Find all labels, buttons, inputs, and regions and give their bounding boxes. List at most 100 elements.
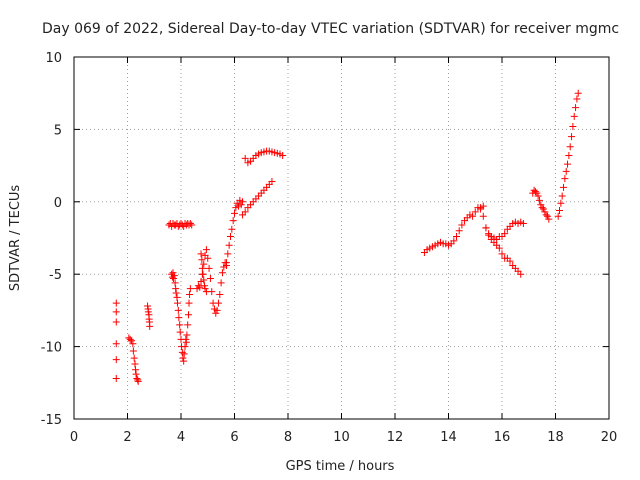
series-seg_3.7 xyxy=(168,269,194,365)
data-point xyxy=(112,318,120,326)
x-tick-label: 14 xyxy=(440,430,457,445)
data-point xyxy=(545,215,553,223)
data-point xyxy=(214,299,222,307)
data-point xyxy=(134,377,142,385)
x-tick-label: 20 xyxy=(601,430,618,445)
data-point xyxy=(132,366,140,374)
data-point xyxy=(450,237,458,245)
data-point xyxy=(170,272,178,280)
data-point xyxy=(565,151,573,159)
data-point xyxy=(213,306,221,314)
data-point xyxy=(112,299,120,307)
data-point xyxy=(133,374,141,382)
data-point xyxy=(185,299,193,307)
data-point xyxy=(112,340,120,348)
data-point xyxy=(198,264,206,272)
data-point xyxy=(471,208,479,216)
data-point xyxy=(495,244,503,252)
chart-title: Day 069 of 2022, Sidereal Day-to-day VTE… xyxy=(42,21,619,37)
axis-ticks: 0 2 4 6 8 10 12 14 16 18 20 -15 -10 -5 0 5 10 xyxy=(41,51,618,445)
data-point xyxy=(212,309,220,317)
data-point xyxy=(201,285,209,293)
data-point xyxy=(569,123,577,131)
data-point xyxy=(535,196,543,204)
y-tick-label: -10 xyxy=(41,341,62,356)
data-point xyxy=(477,204,485,212)
y-tick-label: 5 xyxy=(54,123,62,138)
data-point xyxy=(570,112,578,120)
data-point xyxy=(182,338,190,346)
data-point xyxy=(200,260,208,268)
data-point xyxy=(541,208,549,216)
data-point xyxy=(225,241,233,249)
data-point xyxy=(128,337,136,345)
data-point xyxy=(172,285,180,293)
data-point xyxy=(542,211,550,219)
series-seg_17.2 xyxy=(529,186,553,223)
data-point xyxy=(174,299,182,307)
data-point xyxy=(241,208,249,216)
data-point xyxy=(226,233,234,241)
data-point xyxy=(204,254,212,262)
data-point xyxy=(218,269,226,277)
data-point xyxy=(169,269,177,277)
x-tick-label: 0 xyxy=(70,430,78,445)
data-point xyxy=(173,293,181,301)
series-seg_15.5 xyxy=(482,218,527,243)
data-point xyxy=(112,374,120,382)
data-point xyxy=(180,357,188,365)
x-tick-label: 2 xyxy=(123,430,131,445)
data-point xyxy=(201,282,209,290)
data-point xyxy=(172,289,180,297)
data-point xyxy=(129,340,137,348)
data-point xyxy=(574,89,582,97)
series-seg_5.7 xyxy=(222,196,247,267)
data-point xyxy=(453,233,461,241)
data-point xyxy=(176,321,184,329)
x-tick-label: 4 xyxy=(177,430,185,445)
data-point xyxy=(199,270,207,278)
data-point xyxy=(519,220,527,228)
y-axis-label: SDTVAR / TECUs xyxy=(8,185,23,292)
x-axis-label: GPS time / hours xyxy=(286,459,395,474)
data-point xyxy=(217,279,225,287)
x-tick-label: 6 xyxy=(230,430,238,445)
data-point xyxy=(543,212,551,220)
data-point xyxy=(469,212,477,220)
data-point xyxy=(170,275,178,283)
data-point xyxy=(112,356,120,364)
data-point xyxy=(268,178,276,186)
data-point xyxy=(183,331,191,339)
data-point xyxy=(479,212,487,220)
data-point xyxy=(498,250,506,258)
data-point xyxy=(534,192,542,200)
data-point xyxy=(556,206,564,214)
data-point xyxy=(231,209,238,217)
data-point xyxy=(531,188,539,196)
data-points xyxy=(112,89,582,385)
series-seg_2.1 xyxy=(125,334,142,385)
data-point xyxy=(205,264,213,272)
data-point xyxy=(144,308,152,316)
data-point xyxy=(184,321,192,329)
data-point xyxy=(566,143,574,151)
data-point xyxy=(279,151,287,159)
y-tick-label: -5 xyxy=(49,268,62,283)
data-point xyxy=(568,133,576,141)
data-point xyxy=(239,198,247,206)
data-point xyxy=(517,270,525,278)
series-seg_18.1 xyxy=(554,89,582,220)
data-point xyxy=(561,175,569,183)
data-point xyxy=(237,201,245,209)
data-point xyxy=(202,288,210,296)
data-point xyxy=(241,154,249,162)
data-point xyxy=(224,250,232,258)
data-point xyxy=(482,224,490,232)
y-tick-label: 0 xyxy=(54,196,62,211)
data-point xyxy=(129,347,137,355)
data-point xyxy=(573,95,581,103)
data-point xyxy=(562,167,570,175)
data-point xyxy=(501,230,509,238)
